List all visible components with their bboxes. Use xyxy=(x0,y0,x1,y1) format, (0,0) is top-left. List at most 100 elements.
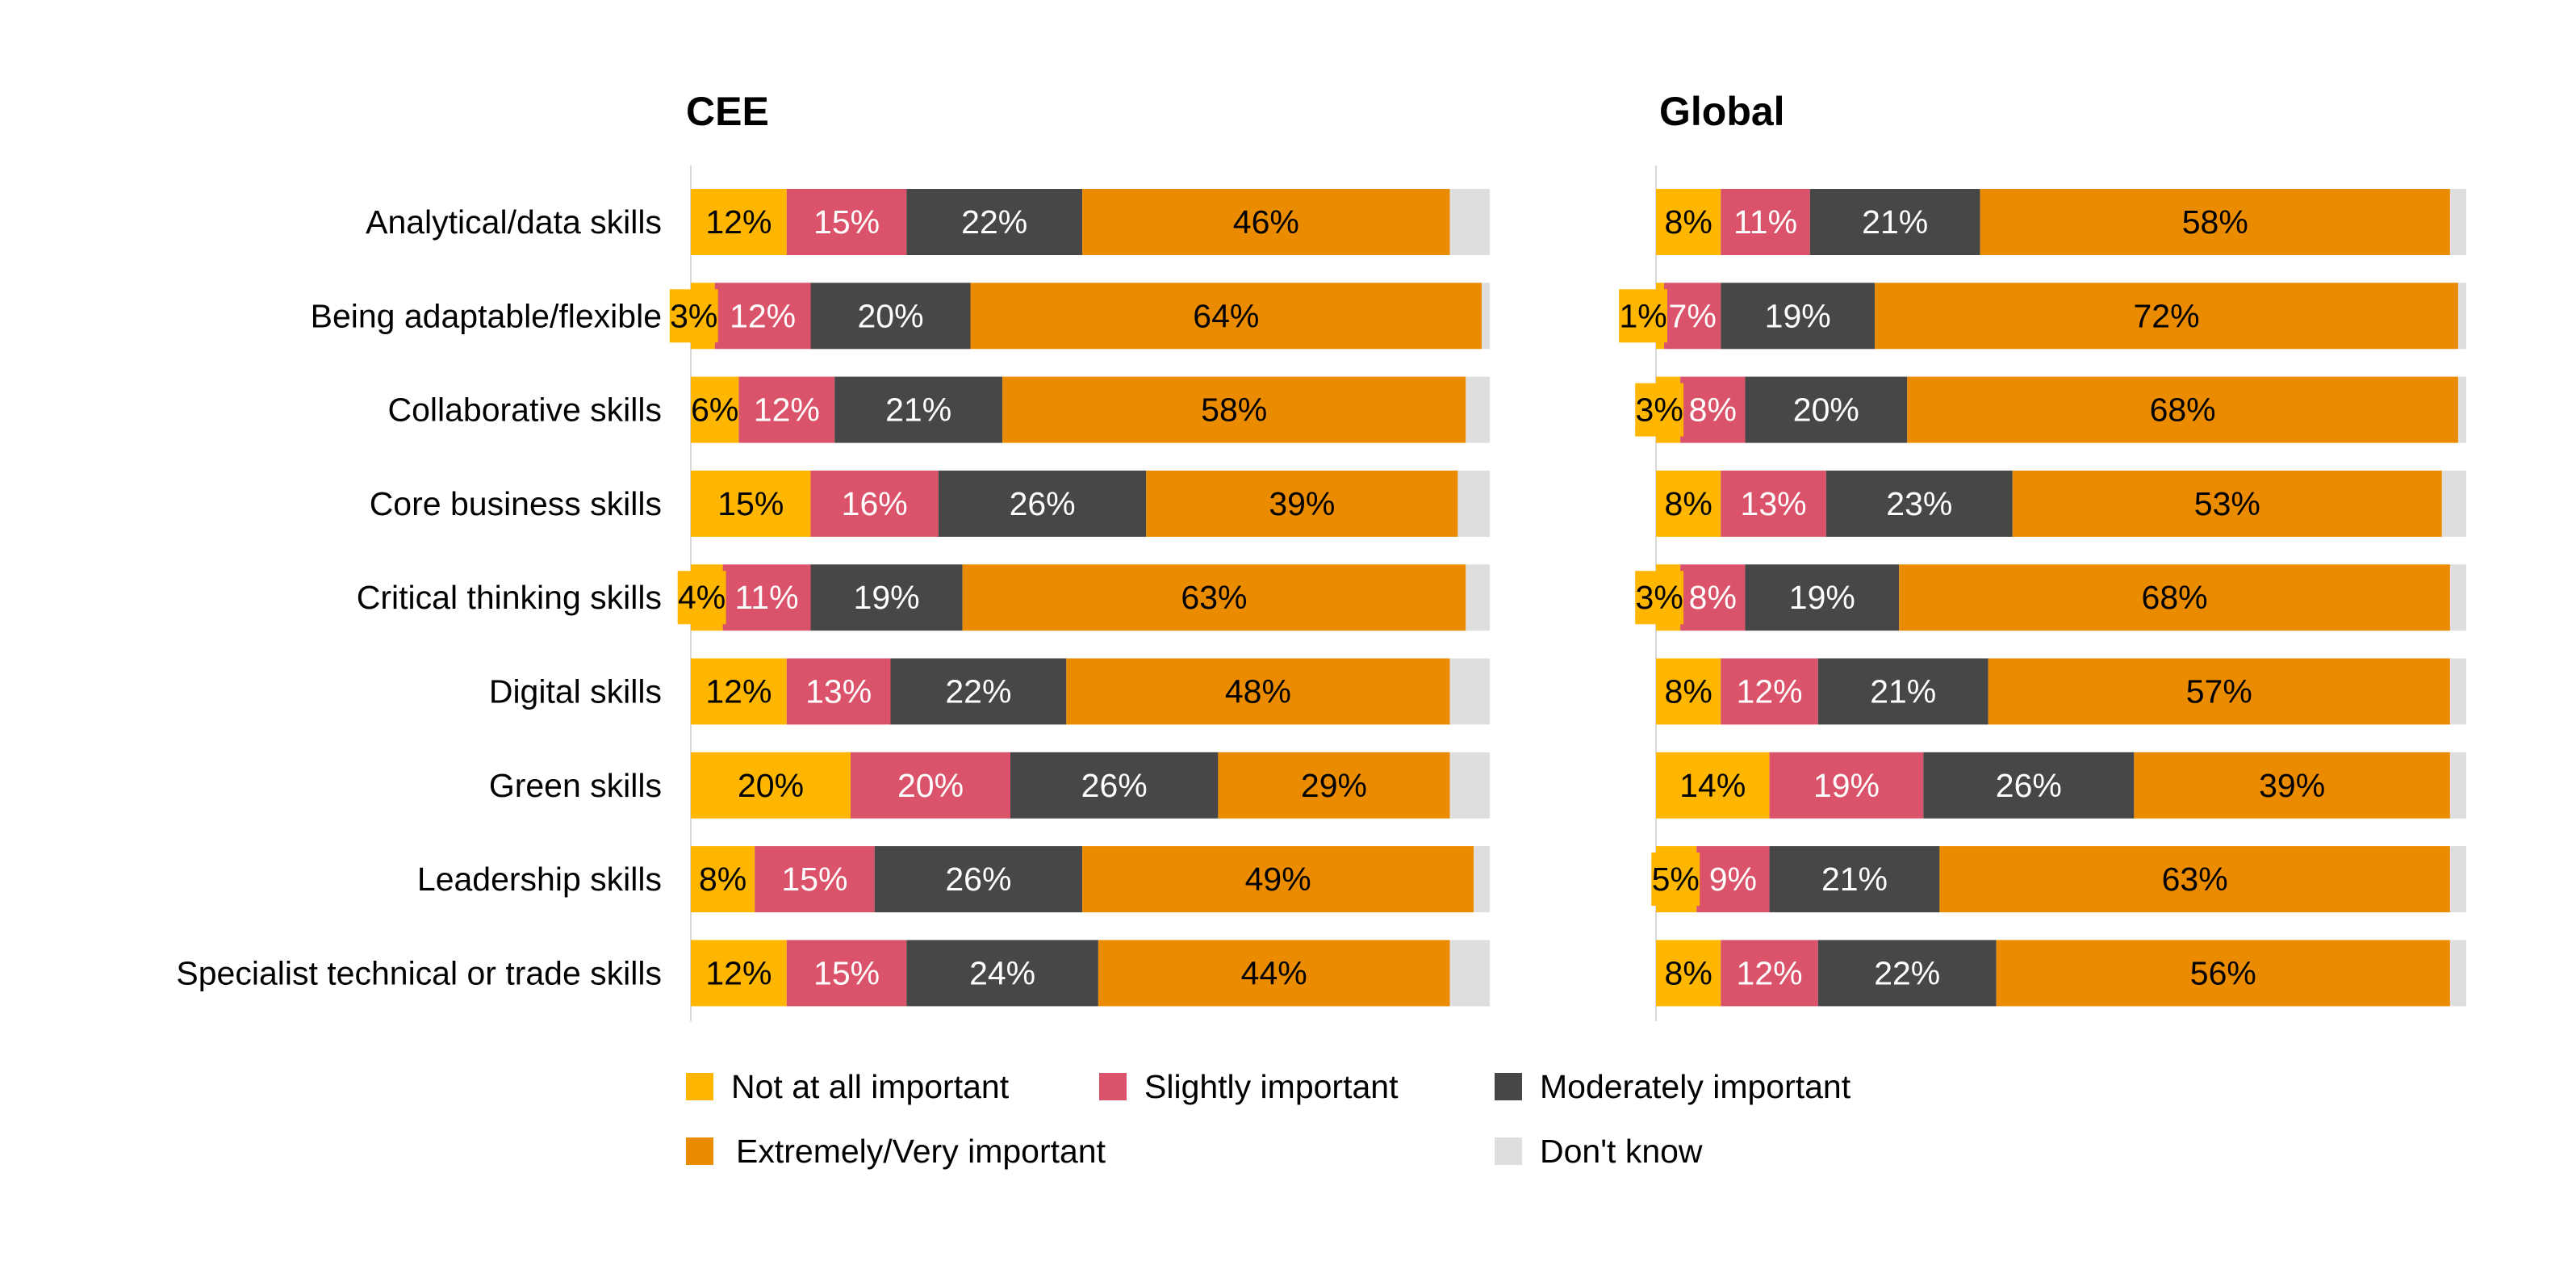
data-label: 68% xyxy=(2142,579,2208,616)
bar-segment-slightly-important xyxy=(1769,752,1924,819)
bar-segment-extremely-very-important xyxy=(1098,940,1450,1007)
data-label: 72% xyxy=(2133,297,2199,334)
bar-segment-don-t-know xyxy=(1474,846,1490,913)
legend-swatch xyxy=(1099,1073,1127,1100)
data-label: 58% xyxy=(1201,392,1267,429)
data-label: 24% xyxy=(969,954,1035,991)
data-label: 1% xyxy=(1619,297,1666,334)
bar-segment-not-at-all-important xyxy=(691,189,787,255)
bar-segment-moderately-important xyxy=(1825,470,2013,537)
bar-segment-slightly-important xyxy=(738,376,835,443)
bar-segment-don-t-know xyxy=(1482,283,1490,350)
bar-segment-extremely-very-important xyxy=(1082,189,1450,255)
data-label: 39% xyxy=(2259,767,2325,804)
data-label: 19% xyxy=(1765,297,1831,334)
legend-label: Extremely/Very important xyxy=(736,1133,1106,1170)
bar-segment-don-t-know xyxy=(1449,189,1490,255)
data-label: 12% xyxy=(1737,954,1803,991)
bar-segment-extremely-very-important xyxy=(1988,658,2450,725)
data-label: 46% xyxy=(1233,203,1299,241)
bar-segment-don-t-know xyxy=(1449,752,1490,819)
category-label: Being adaptable/flexible xyxy=(311,297,662,334)
data-label: 12% xyxy=(705,203,772,241)
data-label: 63% xyxy=(2162,861,2228,898)
bar-segment-extremely-very-important xyxy=(2012,470,2442,537)
data-label: 39% xyxy=(1269,485,1335,522)
bar-segment-slightly-important xyxy=(786,658,891,725)
data-label: 64% xyxy=(1193,297,1259,334)
data-label: 19% xyxy=(854,579,920,616)
legend-label: Moderately important xyxy=(1540,1068,1851,1105)
legend-item: Moderately important xyxy=(1495,1068,1851,1105)
category-label: Analytical/data skills xyxy=(366,203,662,241)
bar-segment-don-t-know xyxy=(2449,189,2466,255)
legend-label: Not at all important xyxy=(731,1068,1010,1105)
bar-segment-slightly-important xyxy=(722,564,811,631)
data-label: 8% xyxy=(1665,485,1712,522)
bar-segment-moderately-important xyxy=(906,940,1098,1007)
bar-segment-not-at-all-important xyxy=(691,940,787,1007)
data-label: 56% xyxy=(2190,954,2256,991)
data-label: 21% xyxy=(1862,203,1928,241)
bar-segment-not-at-all-important xyxy=(691,752,851,819)
legend-swatch xyxy=(686,1137,713,1165)
legend-swatch xyxy=(1495,1073,1522,1100)
category-label: Specialist technical or trade skills xyxy=(176,954,662,991)
data-label: 8% xyxy=(1689,579,1737,616)
data-label: 21% xyxy=(1870,673,1936,710)
legend-item: Extremely/Very important xyxy=(686,1133,1106,1170)
data-label: 13% xyxy=(1741,485,1807,522)
data-label: 23% xyxy=(1886,485,1952,522)
data-label: 7% xyxy=(1669,297,1717,334)
bar-segment-moderately-important xyxy=(1721,283,1876,350)
bar-segment-slightly-important xyxy=(810,470,939,537)
bar-segment-moderately-important xyxy=(1745,376,1908,443)
data-label: 22% xyxy=(945,673,1011,710)
bar-segment-moderately-important xyxy=(810,283,971,350)
bar-segment-slightly-important xyxy=(786,189,907,255)
bar-segment-extremely-very-important xyxy=(970,283,1482,350)
bar-segment-moderately-important xyxy=(874,846,1083,913)
bar-segment-slightly-important xyxy=(1721,658,1818,725)
bar-segment-extremely-very-important xyxy=(2134,752,2450,819)
bar-segment-don-t-know xyxy=(2457,283,2466,350)
data-label: 26% xyxy=(945,861,1011,898)
bar-segment-not-at-all-important xyxy=(691,846,755,913)
data-label: 11% xyxy=(1733,203,1797,241)
bar-segment-slightly-important xyxy=(755,846,875,913)
bar-segment-moderately-important xyxy=(1809,189,1980,255)
bar-segment-moderately-important xyxy=(890,658,1067,725)
data-label: 3% xyxy=(670,297,717,334)
bar-segment-not-at-all-important xyxy=(1656,189,1721,255)
data-label-background xyxy=(1635,571,1684,625)
legend-swatch xyxy=(1495,1137,1522,1165)
bar-segment-don-t-know xyxy=(2441,470,2466,537)
bar-segment-don-t-know xyxy=(2449,658,2466,725)
bar-segment-don-t-know xyxy=(1466,376,1490,443)
data-label: 58% xyxy=(2182,203,2248,241)
bar-segment-don-t-know xyxy=(1466,564,1490,631)
bar-segment-extremely-very-important xyxy=(1996,940,2450,1007)
bar-segment-slightly-important xyxy=(786,940,907,1007)
bar-segment-slightly-important xyxy=(1680,376,1746,443)
data-label-background xyxy=(677,571,726,625)
legend: Not at all important Slightly important Mo… xyxy=(686,1068,1851,1170)
bar-segment-extremely-very-important xyxy=(1907,376,2458,443)
legend-item: Not at all important xyxy=(686,1068,1010,1105)
bar-segment-don-t-know xyxy=(2449,940,2466,1007)
bar-segment-not-at-all-important xyxy=(691,470,811,537)
bar-segment-moderately-important xyxy=(1817,940,1997,1007)
bar-segment-moderately-important xyxy=(1817,658,1988,725)
panel-title: CEE xyxy=(686,89,769,134)
bar-segment-don-t-know xyxy=(1449,658,1490,725)
bar-segment-not-at-all-important xyxy=(1656,658,1721,725)
data-label: 49% xyxy=(1245,861,1311,898)
data-label: 20% xyxy=(738,767,804,804)
bar-segment-extremely-very-important xyxy=(1002,376,1466,443)
legend-item: Don't know xyxy=(1495,1133,1703,1170)
data-label: 12% xyxy=(730,297,796,334)
category-label: Digital skills xyxy=(489,673,662,710)
data-label: 20% xyxy=(897,767,964,804)
bar-segment-extremely-very-important xyxy=(1875,283,2458,350)
